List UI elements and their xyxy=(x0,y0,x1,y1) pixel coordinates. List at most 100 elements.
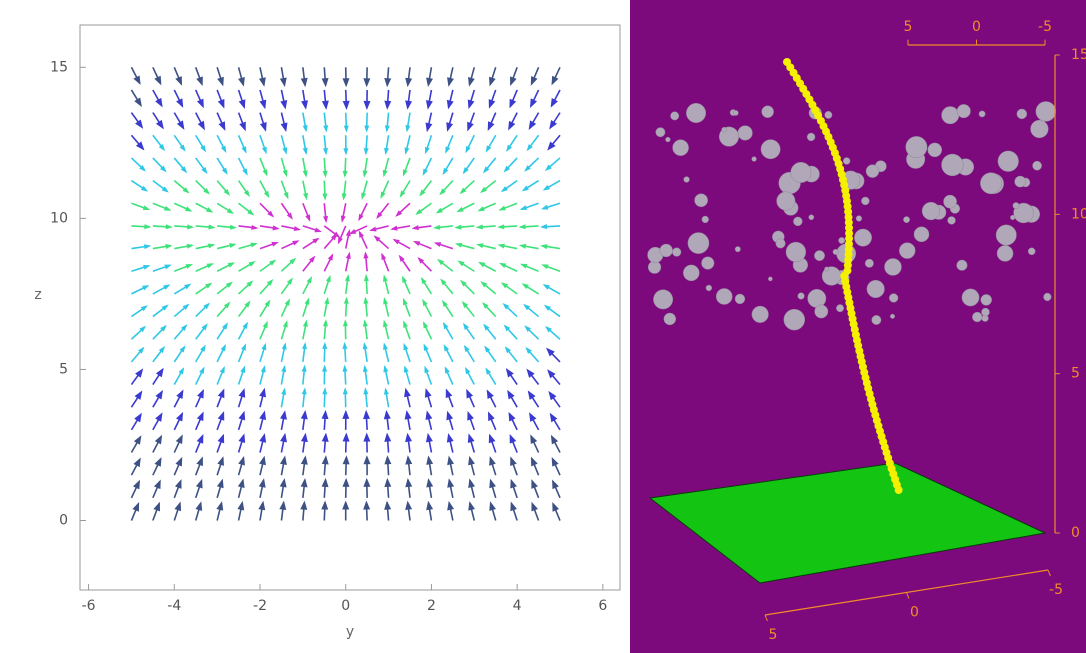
sphere xyxy=(670,112,678,120)
x-tick-label: 4 xyxy=(513,598,522,614)
sphere xyxy=(793,217,802,226)
sphere xyxy=(1017,109,1027,119)
sphere xyxy=(688,233,709,254)
sphere xyxy=(1031,120,1049,138)
sphere xyxy=(906,136,927,157)
sphere xyxy=(872,315,881,324)
sphere xyxy=(854,229,871,246)
plot-frame xyxy=(80,25,620,590)
sphere xyxy=(722,127,727,132)
scatter3d-plot: 50-5-505051015 xyxy=(630,0,1086,653)
sphere xyxy=(791,162,811,182)
y-tick-label: 5 xyxy=(769,627,778,643)
z-tick-label: 10 xyxy=(1071,206,1086,222)
sphere xyxy=(957,104,971,118)
sphere xyxy=(761,140,780,159)
sphere xyxy=(884,258,901,275)
sphere xyxy=(867,280,885,298)
sphere xyxy=(833,249,838,254)
sphere xyxy=(996,225,1016,245)
sphere xyxy=(889,294,898,303)
sphere xyxy=(981,294,992,305)
x-tick-label: 2 xyxy=(427,598,436,614)
sphere xyxy=(890,314,894,318)
sphere xyxy=(922,202,940,220)
sphere xyxy=(686,103,705,122)
sphere xyxy=(808,289,826,307)
sphere xyxy=(814,250,824,260)
z-tick-label: 5 xyxy=(1071,366,1080,382)
sphere xyxy=(807,133,815,141)
sphere xyxy=(653,290,672,309)
sphere xyxy=(1010,215,1015,220)
x-axis-label: y xyxy=(346,624,354,640)
sphere xyxy=(664,313,676,325)
sphere xyxy=(1013,202,1019,208)
sphere xyxy=(672,248,681,257)
sphere xyxy=(683,265,699,281)
sphere xyxy=(716,288,732,304)
sphere xyxy=(903,217,909,223)
sphere xyxy=(735,294,745,304)
y-tick-label: 15 xyxy=(50,59,68,75)
sphere xyxy=(702,216,709,223)
sphere xyxy=(941,154,963,176)
sphere xyxy=(1033,161,1042,170)
sphere xyxy=(752,306,769,323)
sphere xyxy=(815,305,828,318)
x-tick-label: -2 xyxy=(253,598,267,614)
z-tick-label: 15 xyxy=(1071,47,1086,63)
sphere xyxy=(1036,101,1056,121)
field-arrows xyxy=(131,67,560,520)
sphere xyxy=(733,110,738,115)
sphere xyxy=(776,239,785,248)
sphere xyxy=(998,151,1019,172)
sphere xyxy=(660,244,673,257)
sphere xyxy=(836,304,843,311)
y-tick-label: 0 xyxy=(910,605,919,621)
sphere xyxy=(997,245,1013,261)
sphere xyxy=(1028,248,1035,255)
trajectory-point xyxy=(895,486,903,494)
sphere xyxy=(843,158,850,165)
sphere xyxy=(656,128,665,137)
sphere xyxy=(899,243,915,259)
sphere xyxy=(786,242,806,262)
figure: y z -6-4-20246051015 50-5-505051015 xyxy=(0,0,1086,653)
x-tick-label: 0 xyxy=(972,19,981,35)
sphere xyxy=(980,173,1001,194)
sphere xyxy=(928,143,942,157)
sphere xyxy=(768,277,772,281)
z-tick-label: 0 xyxy=(1071,525,1080,541)
sphere xyxy=(762,106,774,118)
stream-plot: y z -6-4-20246051015 xyxy=(34,25,620,640)
sphere xyxy=(825,111,832,118)
sphere xyxy=(752,157,757,162)
sphere xyxy=(784,309,805,330)
sphere xyxy=(695,194,708,207)
sphere xyxy=(979,111,985,117)
x-tick-label: -4 xyxy=(167,598,181,614)
sphere xyxy=(673,140,689,156)
sphere xyxy=(865,259,873,267)
x-tick-label: 0 xyxy=(341,598,350,614)
sphere xyxy=(981,308,989,316)
sphere xyxy=(856,216,862,222)
sphere xyxy=(957,260,968,271)
sphere xyxy=(701,257,714,270)
sphere xyxy=(684,177,690,183)
sphere xyxy=(735,246,740,251)
sphere xyxy=(1044,293,1052,301)
sphere xyxy=(738,126,753,141)
sphere xyxy=(1015,176,1026,187)
sphere xyxy=(666,137,671,142)
x-tick-label: -5 xyxy=(1038,19,1052,35)
page: y z -6-4-20246051015 50-5-505051015 (() … xyxy=(0,0,1086,653)
sphere xyxy=(809,215,814,220)
sphere xyxy=(972,312,982,322)
sphere xyxy=(824,267,828,271)
x-tick-label: -6 xyxy=(82,598,96,614)
sphere xyxy=(942,107,959,124)
sphere xyxy=(839,237,845,243)
sphere xyxy=(777,192,795,210)
